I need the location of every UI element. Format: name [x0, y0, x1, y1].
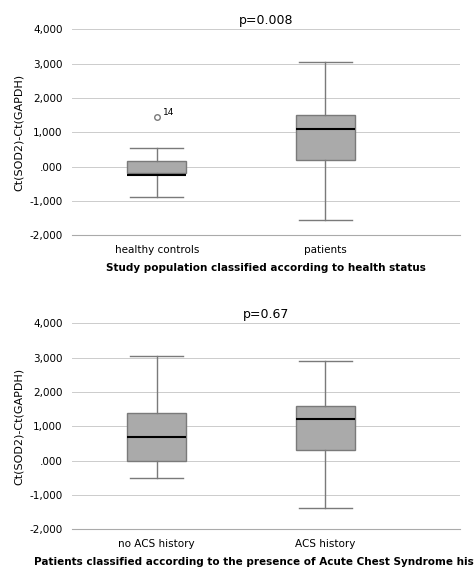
FancyBboxPatch shape	[127, 413, 186, 461]
X-axis label: Study population classified according to health status: Study population classified according to…	[106, 263, 426, 273]
Y-axis label: Ct(SOD2)-Ct(GAPDH): Ct(SOD2)-Ct(GAPDH)	[14, 368, 24, 485]
Title: p=0.008: p=0.008	[239, 14, 293, 27]
Y-axis label: Ct(SOD2)-Ct(GAPDH): Ct(SOD2)-Ct(GAPDH)	[14, 74, 24, 191]
X-axis label: Patients classified according to the presence of Acute Chest Syndrome history: Patients classified according to the pre…	[34, 557, 474, 567]
FancyBboxPatch shape	[296, 115, 355, 160]
FancyBboxPatch shape	[296, 406, 355, 450]
Text: 14: 14	[164, 109, 175, 117]
Title: p=0.67: p=0.67	[243, 308, 290, 321]
FancyBboxPatch shape	[127, 162, 186, 173]
